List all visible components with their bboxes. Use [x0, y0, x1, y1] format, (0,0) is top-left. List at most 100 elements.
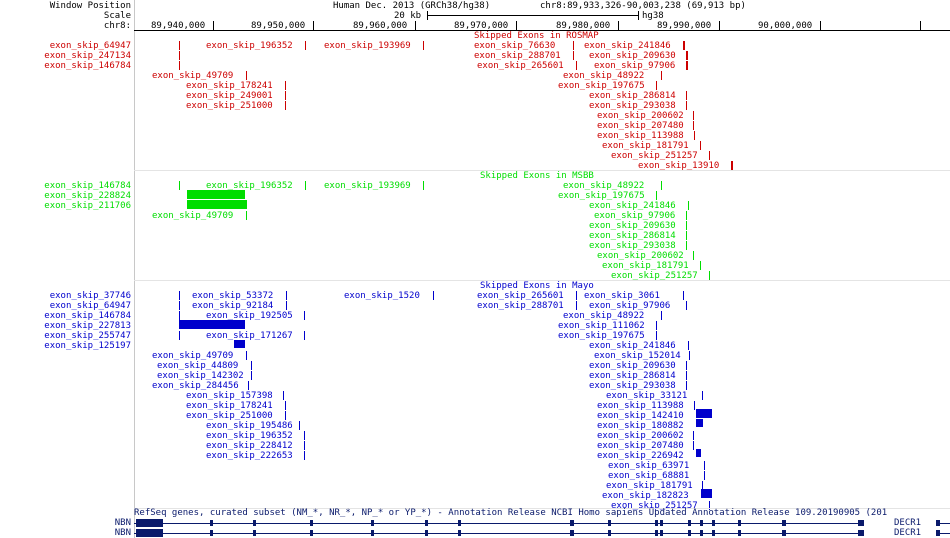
exon-label[interactable]: exon_skip_288701 — [474, 51, 561, 61]
exon-label[interactable]: exon_skip_293038 — [589, 381, 676, 391]
gene-exon[interactable] — [253, 530, 256, 536]
exon-label[interactable]: exon_skip_200602 — [597, 251, 684, 261]
exon-label[interactable]: exon_skip_192505 — [206, 311, 293, 321]
exon-label[interactable]: exon_skip_249001 — [186, 91, 273, 101]
exon-feature[interactable] — [433, 291, 434, 300]
exon-label[interactable]: exon_skip_228412 — [206, 441, 293, 451]
exon-feature[interactable] — [709, 271, 710, 280]
gene-exon[interactable] — [570, 530, 574, 536]
exon-feature[interactable] — [696, 409, 712, 418]
exon-label[interactable]: exon_skip_197675 — [558, 331, 645, 341]
exon-feature[interactable] — [656, 81, 657, 90]
track-side-label[interactable]: exon_skip_64947 — [49, 41, 131, 51]
exon-feature[interactable] — [686, 101, 687, 110]
exon-label[interactable]: exon_skip_49709 — [152, 211, 234, 221]
exon-label[interactable]: exon_skip_48922 — [563, 311, 645, 321]
exon-label[interactable]: exon_skip_182823 — [602, 491, 689, 501]
exon-feature[interactable] — [700, 141, 701, 150]
gene-exon[interactable] — [608, 530, 611, 536]
gene-intron-line[interactable] — [936, 523, 950, 524]
gene-side-label[interactable]: NBN — [114, 518, 131, 528]
exon-label[interactable]: exon_skip_113988 — [597, 131, 684, 141]
gene-exon[interactable] — [936, 520, 940, 526]
exon-feature[interactable] — [246, 351, 247, 360]
exon-feature[interactable] — [285, 81, 286, 90]
track-side-label[interactable]: exon_skip_228824 — [44, 191, 131, 201]
exon-feature[interactable] — [701, 489, 712, 498]
exon-feature[interactable] — [179, 301, 180, 310]
gene-exon[interactable] — [458, 520, 461, 526]
exon-feature[interactable] — [304, 441, 305, 450]
exon-feature[interactable] — [285, 101, 286, 110]
exon-feature[interactable] — [234, 340, 245, 348]
gene-exon[interactable] — [608, 520, 611, 526]
track-side-label[interactable]: exon_skip_125197 — [44, 341, 131, 351]
exon-label[interactable]: exon_skip_209630 — [589, 51, 676, 61]
exon-feature[interactable] — [731, 161, 733, 170]
exon-label[interactable]: exon_skip_241846 — [584, 41, 671, 51]
exon-label[interactable]: exon_skip_33121 — [606, 391, 688, 401]
gene-exon[interactable] — [425, 520, 428, 526]
exon-label[interactable]: exon_skip_286814 — [589, 371, 676, 381]
gene-exon[interactable] — [655, 530, 658, 536]
gene-exon[interactable] — [210, 530, 213, 536]
gene-exon[interactable] — [712, 520, 715, 526]
exon-label[interactable]: exon_skip_3061 — [584, 291, 660, 301]
exon-label[interactable]: exon_skip_178241 — [186, 401, 273, 411]
exon-feature[interactable] — [704, 471, 705, 480]
exon-label[interactable]: exon_skip_48922 — [563, 181, 645, 191]
gene-exon[interactable] — [253, 520, 256, 526]
exon-feature[interactable] — [686, 301, 687, 310]
gene-exon[interactable] — [738, 530, 741, 536]
exon-label[interactable]: exon_skip_1520 — [344, 291, 420, 301]
gene-exon[interactable] — [700, 520, 703, 526]
gene-exon[interactable] — [136, 519, 163, 527]
track-side-label[interactable]: exon_skip_64947 — [49, 301, 131, 311]
exon-label[interactable]: exon_skip_251000 — [186, 411, 273, 421]
gene-exon[interactable] — [570, 520, 574, 526]
exon-feature[interactable] — [251, 371, 252, 380]
exon-feature[interactable] — [686, 221, 687, 230]
exon-label[interactable]: exon_skip_197675 — [558, 191, 645, 201]
exon-feature[interactable] — [693, 111, 694, 120]
exon-label[interactable]: exon_skip_265601 — [477, 61, 564, 71]
exon-feature[interactable] — [576, 291, 577, 300]
exon-feature[interactable] — [251, 361, 252, 370]
exon-label[interactable]: exon_skip_286814 — [589, 91, 676, 101]
exon-feature[interactable] — [285, 401, 286, 410]
exon-label[interactable]: exon_skip_53372 — [192, 291, 274, 301]
gene-exon[interactable] — [936, 530, 940, 536]
gene-exon[interactable] — [136, 529, 163, 537]
gene-exon[interactable] — [371, 520, 374, 526]
track-side-label[interactable]: exon_skip_37746 — [49, 291, 131, 301]
exon-label[interactable]: exon_skip_92184 — [192, 301, 274, 311]
exon-feature[interactable] — [686, 381, 687, 390]
gene-exon[interactable] — [458, 530, 461, 536]
exon-feature[interactable] — [305, 181, 306, 190]
exon-label[interactable]: exon_skip_193969 — [324, 41, 411, 51]
exon-feature[interactable] — [423, 41, 424, 50]
exon-feature[interactable] — [179, 61, 180, 70]
exon-feature[interactable] — [656, 331, 657, 340]
exon-label[interactable]: exon_skip_293038 — [589, 241, 676, 251]
exon-label[interactable]: exon_skip_97906 — [594, 211, 676, 221]
exon-label[interactable]: exon_skip_196352 — [206, 41, 293, 51]
track-side-label[interactable]: exon_skip_146784 — [44, 181, 131, 191]
exon-feature[interactable] — [696, 449, 701, 457]
gene-exon[interactable] — [688, 530, 691, 536]
exon-feature[interactable] — [689, 351, 690, 360]
exon-label[interactable]: exon_skip_209630 — [589, 361, 676, 371]
track-side-label[interactable]: exon_skip_247134 — [44, 51, 131, 61]
exon-label[interactable]: exon_skip_97906 — [594, 61, 676, 71]
exon-label[interactable]: exon_skip_200602 — [597, 111, 684, 121]
exon-label[interactable]: exon_skip_13910 — [638, 161, 720, 171]
exon-label[interactable]: exon_skip_63971 — [608, 461, 690, 471]
exon-label[interactable]: exon_skip_157398 — [186, 391, 273, 401]
exon-label[interactable]: exon_skip_178241 — [186, 81, 273, 91]
gene-exon[interactable] — [738, 520, 741, 526]
exon-label[interactable]: exon_skip_265601 — [477, 291, 564, 301]
exon-feature[interactable] — [686, 371, 687, 380]
exon-feature[interactable] — [423, 181, 424, 190]
exon-feature[interactable] — [686, 61, 688, 70]
exon-label[interactable]: exon_skip_251257 — [611, 271, 698, 281]
